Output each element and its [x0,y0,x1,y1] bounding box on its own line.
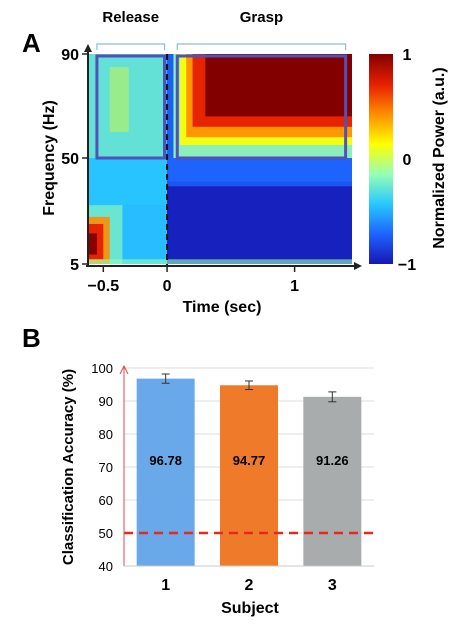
bar-y-arrow [119,364,129,375]
heatmap-cell [167,181,352,264]
y-tick-label: 60 [99,493,113,508]
data-label: 94.77 [233,453,266,468]
bar-subject-2 [220,385,278,566]
region-bracket [176,43,347,50]
bar-subject-1 [136,378,195,566]
region-brackets [96,43,347,50]
release-label: Release [102,9,159,26]
release-box [95,54,167,160]
heatmap-cell [88,158,168,206]
heatmap-cell [205,54,352,117]
heatmap-x-ticks: −0.5 0 1 [88,266,299,295]
y-tick-label: 90 [61,47,79,64]
grasp-box [175,54,348,160]
region-bracket [96,43,166,50]
y-tick-label: 100 [91,361,113,376]
x-tick-label: 3 [328,577,337,594]
panel-b-label: B [22,323,41,353]
heatmap-y-arrow [84,44,92,52]
data-label: 91.26 [316,453,349,468]
y-tick-label: 50 [61,151,79,168]
heatmap-cell [88,259,352,264]
bar-subject-3 [303,396,362,566]
heatmap-cell [88,233,97,255]
x-tick-label: 2 [245,577,254,594]
x-tick-label: −0.5 [88,278,120,295]
heatmap-x-arrow [354,262,362,270]
x-tick-label: 1 [290,278,299,295]
heatmap-y-axis-label: Frequency (Hz) [41,100,58,216]
heatmap-cell [167,158,352,187]
colorbar-label: Normalized Power (a.u.) [431,67,448,248]
y-tick-label: 70 [99,460,113,475]
bars: 96.78 94.77 91.26 [136,373,362,566]
heatmap-power-regions [88,54,352,264]
y-tick-label: 5 [70,257,79,274]
colorbar-tick-label: 1 [403,47,412,64]
bar-x-axis-label: Subject [221,600,279,617]
spectrogram-heatmap [88,54,352,264]
colorbar [369,54,393,264]
heatmap-x-axis-label: Time (sec) [183,299,262,316]
y-tick-label: 80 [99,427,113,442]
colorbar-ticks: 1 0 −1 [398,47,416,274]
heatmap-cell [109,67,129,132]
x-tick-label: 0 [163,278,172,295]
bar-y-ticks: 40 50 60 70 80 90 100 [91,361,113,574]
y-tick-label: 50 [99,526,113,541]
grasp-label: Grasp [240,9,283,26]
bar-x-ticks: 1 2 3 [161,577,337,594]
colorbar-tick-label: −1 [398,257,416,274]
colorbar-tick-label: 0 [403,152,412,169]
data-label: 96.78 [149,453,182,468]
y-tick-label: 90 [99,394,113,409]
y-tick-label: 40 [99,559,113,574]
heatmap-y-ticks: 5 50 90 [61,47,88,274]
x-tick-label: 1 [161,577,170,594]
bar-y-axis-label: Classification Accuracy (%) [60,369,77,565]
heatmap-cell [88,54,165,158]
panel-b: B 96.78 94.77 91.26 40 50 60 70 80 90 100 1 2 3 Su… [22,323,374,617]
panel-a-label: A [22,28,41,58]
